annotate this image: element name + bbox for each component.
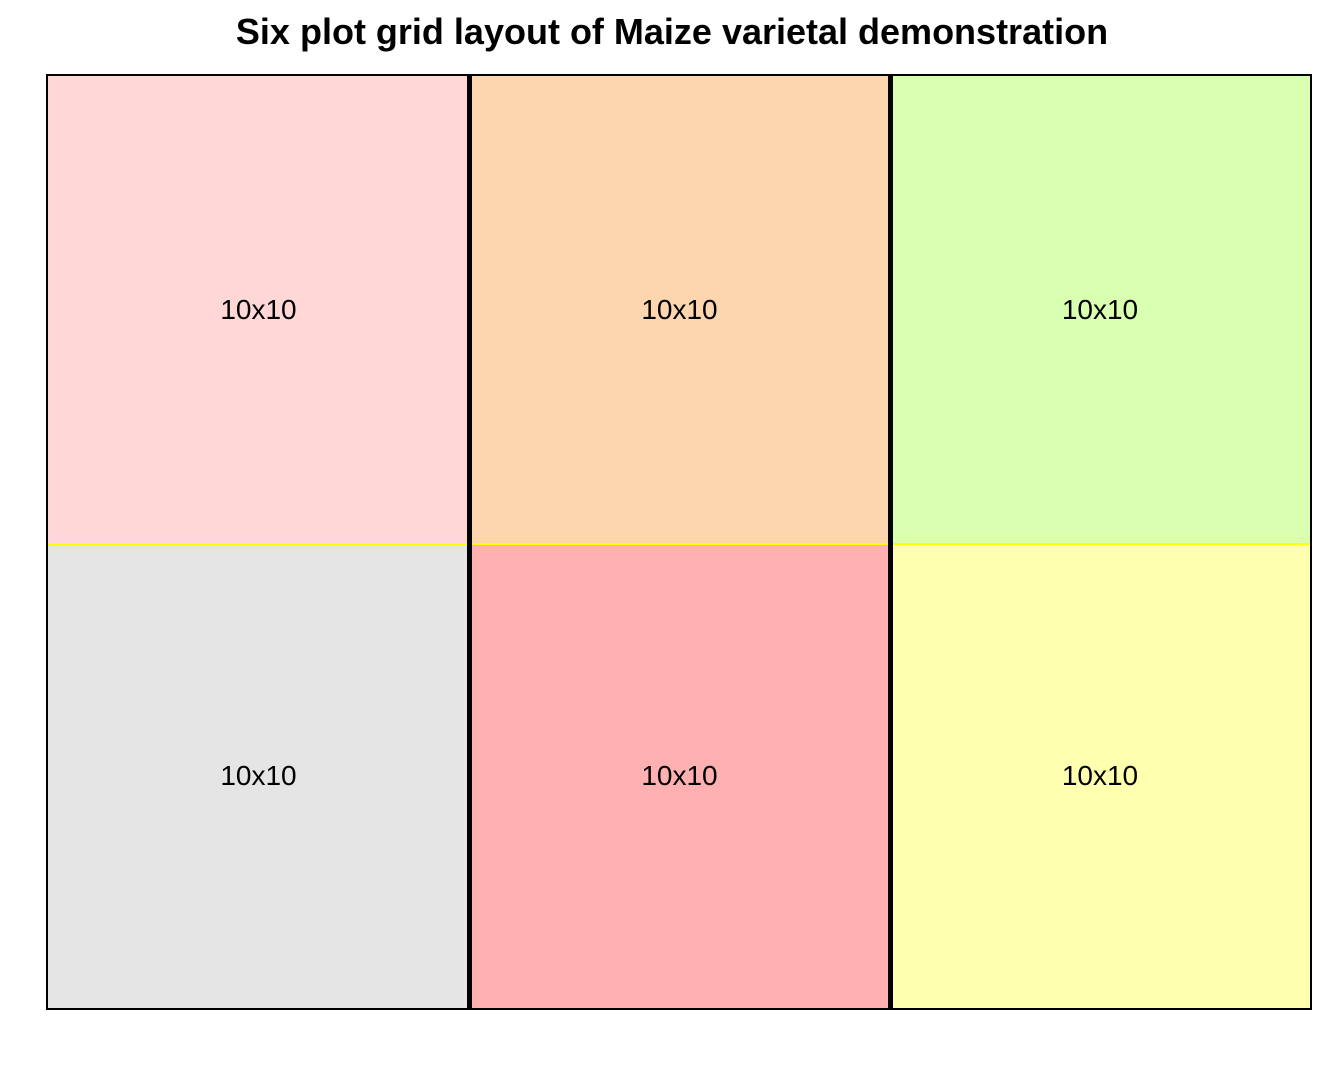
column-divider-2	[888, 76, 893, 1008]
plot-r2-c3: 10x10	[890, 544, 1310, 1008]
plot-label: 10x10	[220, 294, 297, 325]
column-divider-1	[467, 76, 472, 1008]
plot-label: 10x10	[1061, 294, 1139, 325]
plot-r1-c2: 10x10	[469, 76, 890, 544]
plot-label: 10x10	[641, 294, 718, 325]
diagram-title: Six plot grid layout of Maize varietal d…	[235, 11, 1109, 52]
plot-r2-c2: 10x10	[469, 544, 890, 1008]
plot-label: 10x10	[641, 760, 718, 791]
plot-r1-c3: 10x10	[890, 76, 1310, 544]
plot-r2-c1: 10x10	[48, 544, 469, 1008]
plot-label: 10x10	[1061, 760, 1139, 791]
plot-r1-c1: 10x10	[48, 76, 469, 544]
plot-grid: 10x10 10x10 10x10 10x10 10x10 10x10	[46, 74, 1312, 1010]
row-divider	[48, 543, 1310, 545]
plot-label: 10x10	[220, 760, 297, 791]
